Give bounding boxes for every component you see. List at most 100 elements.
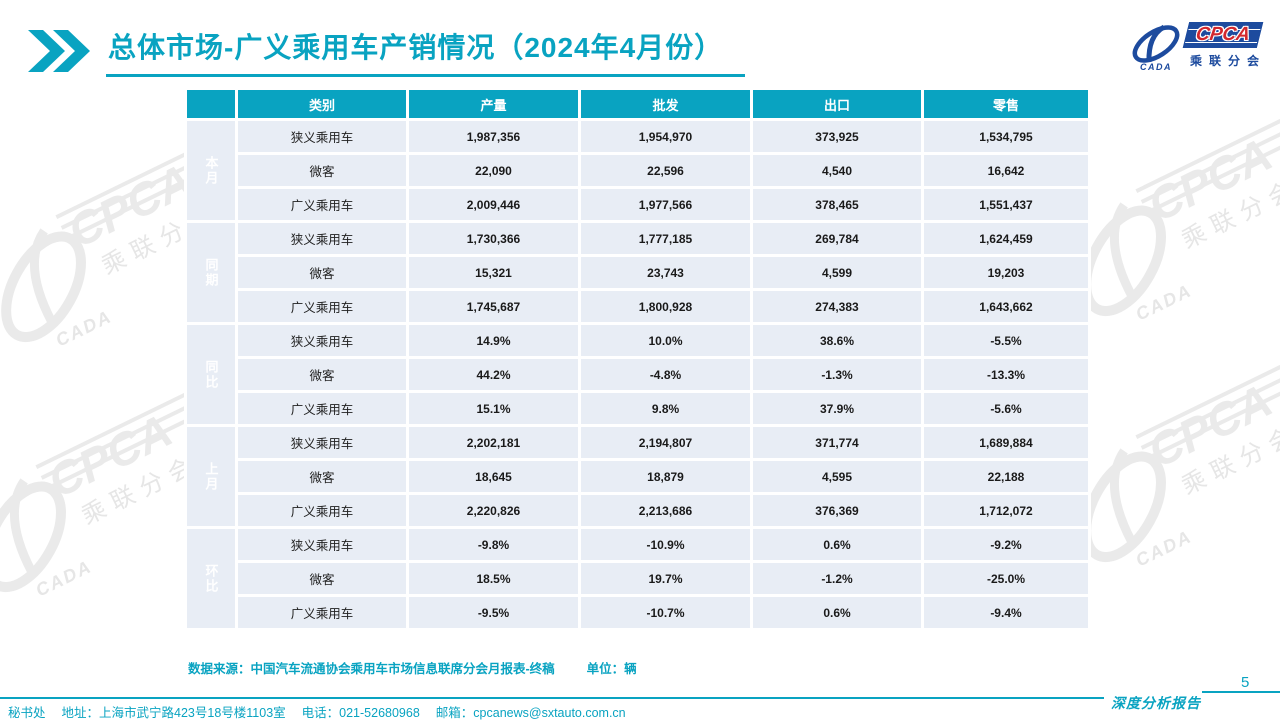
- value-cell: -9.8%: [409, 529, 578, 560]
- value-cell: 2,220,826: [409, 495, 578, 526]
- category-cell: 微客: [238, 155, 406, 186]
- table-row: 广义乘用车 15.1% 9.8% 37.9% -5.6%: [187, 393, 1088, 424]
- table-row: 微客 18.5% 19.7% -1.2% -25.0%: [187, 563, 1088, 594]
- row-group-label: 上月: [187, 427, 235, 526]
- value-cell: 38.6%: [753, 325, 921, 356]
- value-cell: -5.6%: [924, 393, 1088, 424]
- table-row: 微客 22,090 22,596 4,540 16,642: [187, 155, 1088, 186]
- production-sales-table: 类别 产量 批发 出口 零售 本月 狭义乘用车 1,987,356 1,954,970…: [184, 87, 1091, 631]
- footer-contact: 秘书处 地址：上海市武宁路423号18号楼1103室 电话：021-526809…: [8, 702, 626, 720]
- data-source-note: 数据来源：中国汽车流通协会乘用车市场信息联席分会月报表-终稿: [188, 662, 555, 676]
- category-cell: 狭义乘用车: [238, 529, 406, 560]
- value-cell: 1,777,185: [581, 223, 750, 254]
- value-cell: 1,954,970: [581, 121, 750, 152]
- value-cell: 44.2%: [409, 359, 578, 390]
- value-cell: 10.0%: [581, 325, 750, 356]
- value-cell: 9.8%: [581, 393, 750, 424]
- page-number: 5: [1241, 674, 1250, 691]
- category-cell: 微客: [238, 461, 406, 492]
- value-cell: -9.5%: [409, 597, 578, 628]
- value-cell: 1,745,687: [409, 291, 578, 322]
- table-row: 同比 狭义乘用车 14.9% 10.0% 38.6% -5.5%: [187, 325, 1088, 424]
- value-cell: 2,213,686: [581, 495, 750, 526]
- table-corner-cell: [187, 90, 235, 118]
- footer-rule-left: [0, 697, 1104, 699]
- value-cell: -1.2%: [753, 563, 921, 594]
- value-cell: 274,383: [753, 291, 921, 322]
- row-group-label: 同比: [187, 325, 235, 424]
- value-cell: 1,977,566: [581, 189, 750, 220]
- double-chevron-right-icon: [28, 30, 90, 72]
- footer-rule-right: [1202, 691, 1280, 693]
- page-title: 总体市场-广义乘用车产销情况（2024年4月份）: [106, 24, 746, 77]
- value-cell: 22,188: [924, 461, 1088, 492]
- value-cell: 2,202,181: [409, 427, 578, 458]
- cpca-logo-text: CPCA: [1194, 24, 1252, 45]
- email-text: 邮箱：cpcanews@sxtauto.com.cn: [435, 706, 626, 720]
- value-cell: 2,009,446: [409, 189, 578, 220]
- value-cell: 4,540: [753, 155, 921, 186]
- value-cell: 19,203: [924, 257, 1088, 288]
- category-cell: 广义乘用车: [238, 291, 406, 322]
- value-cell: 14.9%: [409, 325, 578, 356]
- value-cell: 23,743: [581, 257, 750, 288]
- value-cell: 19.7%: [581, 563, 750, 594]
- category-cell: 狭义乘用车: [238, 325, 406, 356]
- value-cell: -10.7%: [581, 597, 750, 628]
- value-cell: -25.0%: [924, 563, 1088, 594]
- value-cell: 0.6%: [753, 597, 921, 628]
- value-cell: 1,987,356: [409, 121, 578, 152]
- value-cell: 4,595: [753, 461, 921, 492]
- table-row: 微客 18,645 18,879 4,595 22,188: [187, 461, 1088, 492]
- value-cell: 18,645: [409, 461, 578, 492]
- category-cell: 微客: [238, 359, 406, 390]
- value-cell: 18.5%: [409, 563, 578, 594]
- category-cell: 广义乘用车: [238, 393, 406, 424]
- value-cell: 371,774: [753, 427, 921, 458]
- value-cell: 376,369: [753, 495, 921, 526]
- value-cell: 37.9%: [753, 393, 921, 424]
- value-cell: 1,689,884: [924, 427, 1088, 458]
- row-group-label: 环比: [187, 529, 235, 628]
- category-cell: 狭义乘用车: [238, 223, 406, 254]
- value-cell: -1.3%: [753, 359, 921, 390]
- category-cell: 微客: [238, 563, 406, 594]
- table-row: 本月 狭义乘用车 1,987,356 1,954,970 373,925 1,534,79…: [187, 121, 1088, 220]
- value-cell: 1,643,662: [924, 291, 1088, 322]
- secretariat-label: 秘书处: [8, 706, 46, 720]
- value-cell: 2,194,807: [581, 427, 750, 458]
- cpca-logo-subtitle: 乘联分会: [1190, 54, 1267, 68]
- table-row: 环比 狭义乘用车 -9.8% -10.9% 0.6% -9.2%: [187, 529, 1088, 628]
- column-header-production: 产量: [409, 90, 578, 118]
- value-cell: -4.8%: [581, 359, 750, 390]
- header: 总体市场-广义乘用车产销情况（2024年4月份）: [28, 24, 746, 77]
- category-cell: 广义乘用车: [238, 495, 406, 526]
- value-cell: 378,465: [753, 189, 921, 220]
- value-cell: 18,879: [581, 461, 750, 492]
- table-row: 上月 狭义乘用车 2,202,181 2,194,807 371,774 1,689,88…: [187, 427, 1088, 526]
- address-text: 地址：上海市武宁路423号18号楼1103室: [61, 706, 286, 720]
- value-cell: 373,925: [753, 121, 921, 152]
- table-row: 广义乘用车 -9.5% -10.7% 0.6% -9.4%: [187, 597, 1088, 628]
- table-row: 同期 狭义乘用车 1,730,366 1,777,185 269,784 1,624,45…: [187, 223, 1088, 322]
- value-cell: 1,551,437: [924, 189, 1088, 220]
- category-cell: 微客: [238, 257, 406, 288]
- value-cell: 4,599: [753, 257, 921, 288]
- table-row: 微客 15,321 23,743 4,599 19,203: [187, 257, 1088, 288]
- value-cell: 269,784: [753, 223, 921, 254]
- value-cell: -9.4%: [924, 597, 1088, 628]
- column-header-retail: 零售: [924, 90, 1088, 118]
- table-row: 广义乘用车 2,220,826 2,213,686 376,369 1,712,072: [187, 495, 1088, 526]
- category-cell: 狭义乘用车: [238, 427, 406, 458]
- value-cell: 15,321: [409, 257, 578, 288]
- value-cell: -9.2%: [924, 529, 1088, 560]
- cpca-logo-box: CPCA: [1182, 22, 1264, 48]
- column-header-wholesale: 批发: [581, 90, 750, 118]
- phone-text: 电话：021-52680968: [301, 706, 420, 720]
- value-cell: 16,642: [924, 155, 1088, 186]
- notes-row: 数据来源：中国汽车流通协会乘用车市场信息联席分会月报表-终稿 单位：辆: [188, 658, 637, 677]
- value-cell: -10.9%: [581, 529, 750, 560]
- row-group-label: 本月: [187, 121, 235, 220]
- row-group-label: 同期: [187, 223, 235, 322]
